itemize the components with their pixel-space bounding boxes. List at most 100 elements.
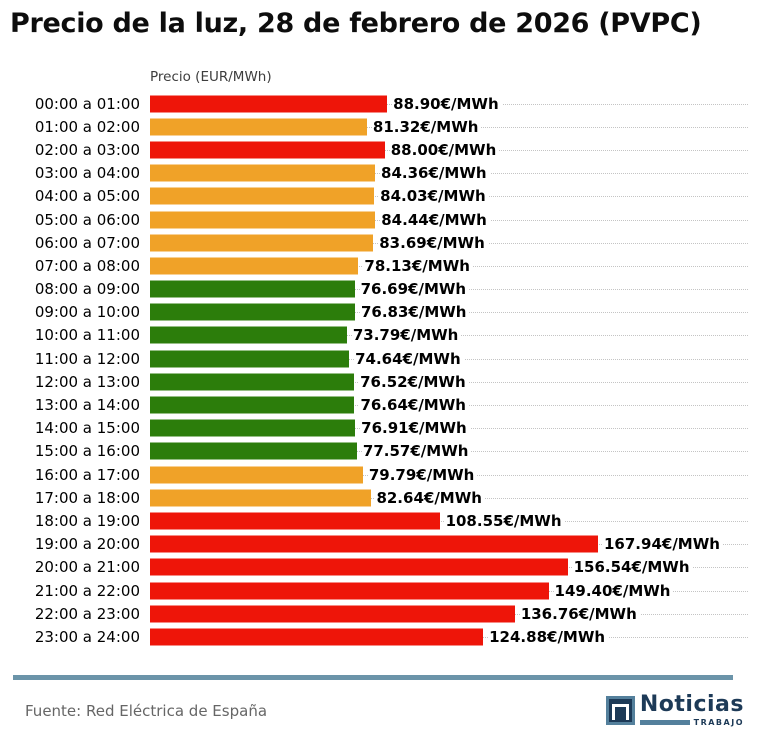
hour-label: 01:00 a 02:00 [34,117,140,136]
price-bar [150,489,371,507]
bar-track: 79.79€/MWh [150,463,748,486]
price-value-label: 74.64€/MWh [354,349,464,368]
price-value-label: 84.03€/MWh [379,187,489,206]
price-value-label: 156.54€/MWh [572,558,693,577]
price-value-label: 73.79€/MWh [351,326,462,345]
hour-label: 13:00 a 14:00 [34,396,140,415]
bar-track: 76.52€/MWh [150,370,748,393]
bar-track: 73.79€/MWh [150,324,748,347]
chart-row: 00:00 a 01:00 88.90€/MWh [0,92,764,115]
chart-row: 06:00 a 07:00 83.69€/MWh [0,231,764,254]
hour-label: 11:00 a 12:00 [34,349,140,368]
price-bar [150,535,598,553]
bar-track: 84.03€/MWh [150,185,748,208]
price-value-label: 76.69€/MWh [359,280,470,299]
price-bar [150,442,357,460]
price-bar [150,350,350,368]
bar-track: 78.13€/MWh [150,254,748,277]
price-value-label: 167.94€/MWh [603,535,723,554]
price-bar [150,466,363,484]
hour-label: 06:00 a 07:00 [34,233,140,252]
price-value-label: 136.76€/MWh [519,604,640,623]
logo-sub-row: TRABAJO [639,717,744,727]
hour-label: 14:00 a 15:00 [34,419,140,438]
price-value-label: 79.79€/MWh [367,465,478,484]
chart-row: 14:00 a 15:00 76.91€/MWh [0,417,764,440]
hour-label: 20:00 a 21:00 [34,558,140,577]
price-bar [150,141,385,159]
hour-label: 17:00 a 18:00 [34,488,140,507]
brand-logo: Noticias TRABAJO [605,691,744,727]
chart-row: 19:00 a 20:00 167.94€/MWh [0,533,764,556]
chart-row: 02:00 a 03:00 88.00€/MWh [0,138,764,161]
chart-row: 13:00 a 14:00 76.64€/MWh [0,393,764,416]
footer: Fuente: Red Eléctrica de España Noticias… [25,691,744,727]
bar-track: 88.00€/MWh [150,138,748,161]
footer-divider [13,674,733,680]
hour-label: 07:00 a 08:00 [34,256,140,275]
bar-track: 156.54€/MWh [150,556,748,579]
price-bar [150,303,355,321]
chart-row: 12:00 a 13:00 76.52€/MWh [0,370,764,393]
chart-row: 11:00 a 12:00 74.64€/MWh [0,347,764,370]
bar-track: 88.90€/MWh [150,92,748,115]
bar-track: 124.88€/MWh [150,625,748,648]
hour-label: 08:00 a 09:00 [34,280,140,299]
price-bar [150,234,374,252]
chart-row: 10:00 a 11:00 73.79€/MWh [0,324,764,347]
bar-track: 76.83€/MWh [150,301,748,324]
hour-label: 19:00 a 20:00 [34,535,140,554]
hour-label: 04:00 a 05:00 [34,187,140,206]
chart-row: 16:00 a 17:00 79.79€/MWh [0,463,764,486]
price-bar [150,512,440,530]
price-value-label: 108.55€/MWh [444,511,565,530]
price-bar [150,419,356,437]
hour-label: 22:00 a 23:00 [34,604,140,623]
bar-track: 76.91€/MWh [150,417,748,440]
bar-track: 76.64€/MWh [150,393,748,416]
logo-square [605,695,635,725]
hour-label: 10:00 a 11:00 [34,326,140,345]
bar-track: 167.94€/MWh [150,533,748,556]
price-bar [150,95,388,113]
chart-row: 07:00 a 08:00 78.13€/MWh [0,254,764,277]
logo-underline-bar [639,719,690,725]
logo-n-icon [611,703,629,720]
hour-label: 21:00 a 22:00 [34,581,140,600]
price-bar [150,558,568,576]
price-value-label: 76.83€/MWh [359,303,470,322]
chart-row: 20:00 a 21:00 156.54€/MWh [0,556,764,579]
bar-track: 74.64€/MWh [150,347,748,370]
price-bar [150,257,359,275]
price-value-label: 88.90€/MWh [392,94,502,113]
price-value-label: 76.64€/MWh [359,396,469,415]
bar-track: 149.40€/MWh [150,579,748,602]
bar-track: 81.32€/MWh [150,115,748,138]
price-bar [150,118,367,136]
chart-row: 15:00 a 16:00 77.57€/MWh [0,440,764,463]
hour-label: 18:00 a 19:00 [34,511,140,530]
bar-track: 82.64€/MWh [150,486,748,509]
price-value-label: 149.40€/MWh [553,581,674,600]
chart-row: 18:00 a 19:00 108.55€/MWh [0,509,764,532]
price-bar [150,605,515,623]
price-value-label: 81.32€/MWh [371,117,482,136]
price-bar [150,582,549,600]
price-value-label: 88.00€/MWh [389,140,500,159]
bar-track: 76.69€/MWh [150,278,748,301]
hour-label: 09:00 a 10:00 [34,303,140,322]
chart-row: 03:00 a 04:00 84.36€/MWh [0,162,764,185]
chart-row: 09:00 a 10:00 76.83€/MWh [0,301,764,324]
price-bar [150,187,375,205]
price-bar [150,628,484,646]
price-value-label: 77.57€/MWh [361,442,472,461]
bar-track: 136.76€/MWh [150,602,748,625]
logo-subtitle: TRABAJO [693,717,744,727]
bar-track: 84.36€/MWh [150,162,748,185]
chart-row: 23:00 a 24:00 124.88€/MWh [0,625,764,648]
hour-label: 12:00 a 13:00 [34,372,140,391]
price-bar [150,326,347,344]
logo-name: Noticias [639,691,744,717]
bar-track: 83.69€/MWh [150,231,748,254]
